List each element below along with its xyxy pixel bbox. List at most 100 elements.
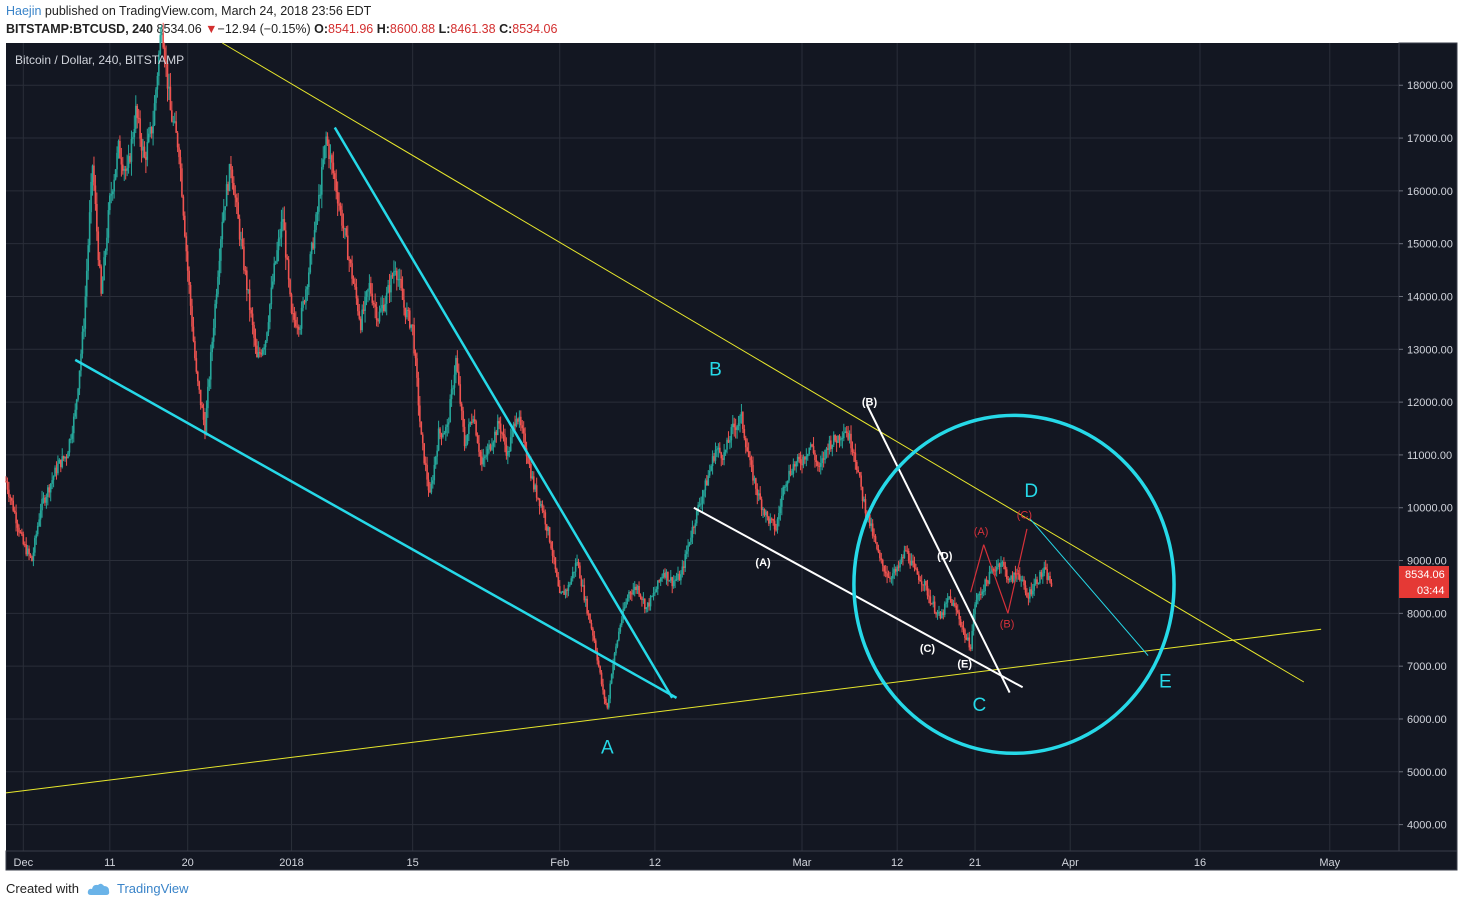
- candle-body: [834, 435, 836, 441]
- candle-body: [863, 499, 865, 502]
- candle-body: [1047, 575, 1050, 580]
- candle-body: [15, 512, 17, 524]
- candle-body: [124, 169, 127, 171]
- candle-body: [253, 325, 255, 338]
- time-tick-label: Feb: [550, 857, 569, 869]
- candle-body: [677, 573, 679, 579]
- time-axis[interactable]: [5, 850, 1458, 871]
- candle-body: [730, 427, 733, 441]
- candle-body: [231, 169, 234, 183]
- cyan-trendline: [333, 126, 674, 699]
- candle-body: [639, 594, 642, 598]
- price-axis[interactable]: [1398, 42, 1458, 852]
- author-link[interactable]: Haejin: [6, 4, 42, 18]
- candle-body: [371, 293, 374, 303]
- candle-body: [515, 418, 518, 427]
- price-tick-label: 9000.00: [1407, 556, 1447, 568]
- candle-body: [906, 550, 909, 552]
- candle-body: [235, 197, 238, 203]
- price-tick-label: 13000.00: [1407, 344, 1453, 356]
- candle-body: [545, 524, 548, 531]
- candle-body: [173, 121, 176, 123]
- candle-body: [521, 425, 524, 429]
- footer: Created with TradingView: [6, 881, 189, 896]
- candle-body: [452, 387, 454, 390]
- candle-body: [1023, 579, 1025, 586]
- candle-body: [638, 585, 640, 595]
- candle-body: [943, 603, 946, 615]
- candle-body: [284, 230, 287, 258]
- candle-body: [871, 523, 874, 536]
- candle-body: [508, 451, 511, 453]
- candle-body: [8, 489, 10, 497]
- high-label: H:: [376, 22, 390, 36]
- candle-body: [202, 407, 205, 420]
- candle-body: [341, 209, 343, 226]
- candle-body: [492, 442, 495, 447]
- cyan-trendline: [1029, 517, 1149, 656]
- yellow-trendline: [222, 42, 1305, 683]
- candle-body: [765, 511, 767, 516]
- candle-body: [518, 416, 521, 422]
- price-tick-label: 11000.00: [1407, 450, 1452, 462]
- candle-body: [296, 326, 299, 328]
- candle-body: [522, 428, 525, 434]
- candle-body: [825, 448, 828, 450]
- candle-body: [65, 456, 68, 459]
- candle-body: [163, 47, 166, 61]
- candle-body: [698, 504, 701, 506]
- candle-body: [209, 352, 212, 380]
- candle-body: [954, 603, 956, 606]
- candle-body: [269, 304, 271, 323]
- last-price-tag-bg: [1399, 566, 1449, 598]
- candle-body: [78, 370, 81, 389]
- candle-body: [600, 672, 603, 685]
- candle-body: [757, 493, 760, 496]
- candle-body: [336, 192, 339, 204]
- candle-body: [554, 557, 557, 570]
- candle-body: [586, 598, 588, 614]
- candle-body: [271, 281, 274, 288]
- candle-body: [442, 434, 444, 438]
- wave-label: (C): [920, 643, 936, 655]
- candle-body: [656, 580, 659, 590]
- candle-body: [181, 168, 183, 197]
- candle-body: [668, 580, 671, 582]
- candle-body: [636, 585, 639, 591]
- tradingview-link[interactable]: TradingView: [116, 881, 189, 896]
- candle-body: [769, 518, 772, 524]
- candle-body: [234, 194, 237, 198]
- price-tick-label: 16000.00: [1407, 186, 1453, 198]
- candle-body: [383, 305, 385, 311]
- candle-body: [196, 371, 199, 382]
- candle-body: [948, 596, 950, 599]
- candle-body: [1037, 582, 1040, 584]
- candle-body: [752, 464, 754, 481]
- candle-body: [977, 594, 979, 600]
- time-tick-label: May: [1319, 857, 1340, 869]
- candle-body: [489, 444, 492, 450]
- candle-body: [225, 184, 228, 207]
- candle-body: [796, 456, 799, 462]
- wave-label: E: [1159, 671, 1172, 692]
- candle-body: [531, 476, 534, 479]
- candle-body: [992, 568, 995, 571]
- candle-body: [998, 563, 1001, 567]
- candle-body: [903, 550, 906, 559]
- candle-body: [713, 456, 715, 461]
- candle-body: [460, 403, 463, 411]
- candle-body: [325, 136, 327, 146]
- candle-body: [156, 76, 159, 90]
- candle-body: [39, 510, 42, 520]
- candle-body: [134, 105, 137, 129]
- candle-body: [593, 635, 596, 641]
- candle-body: [354, 283, 356, 287]
- candle-body: [855, 461, 858, 471]
- candle-body: [918, 574, 920, 581]
- candle-body: [129, 156, 131, 162]
- candle-body: [97, 231, 100, 261]
- candle-body: [420, 421, 423, 435]
- candle-body: [120, 158, 123, 165]
- candle-body: [478, 443, 480, 452]
